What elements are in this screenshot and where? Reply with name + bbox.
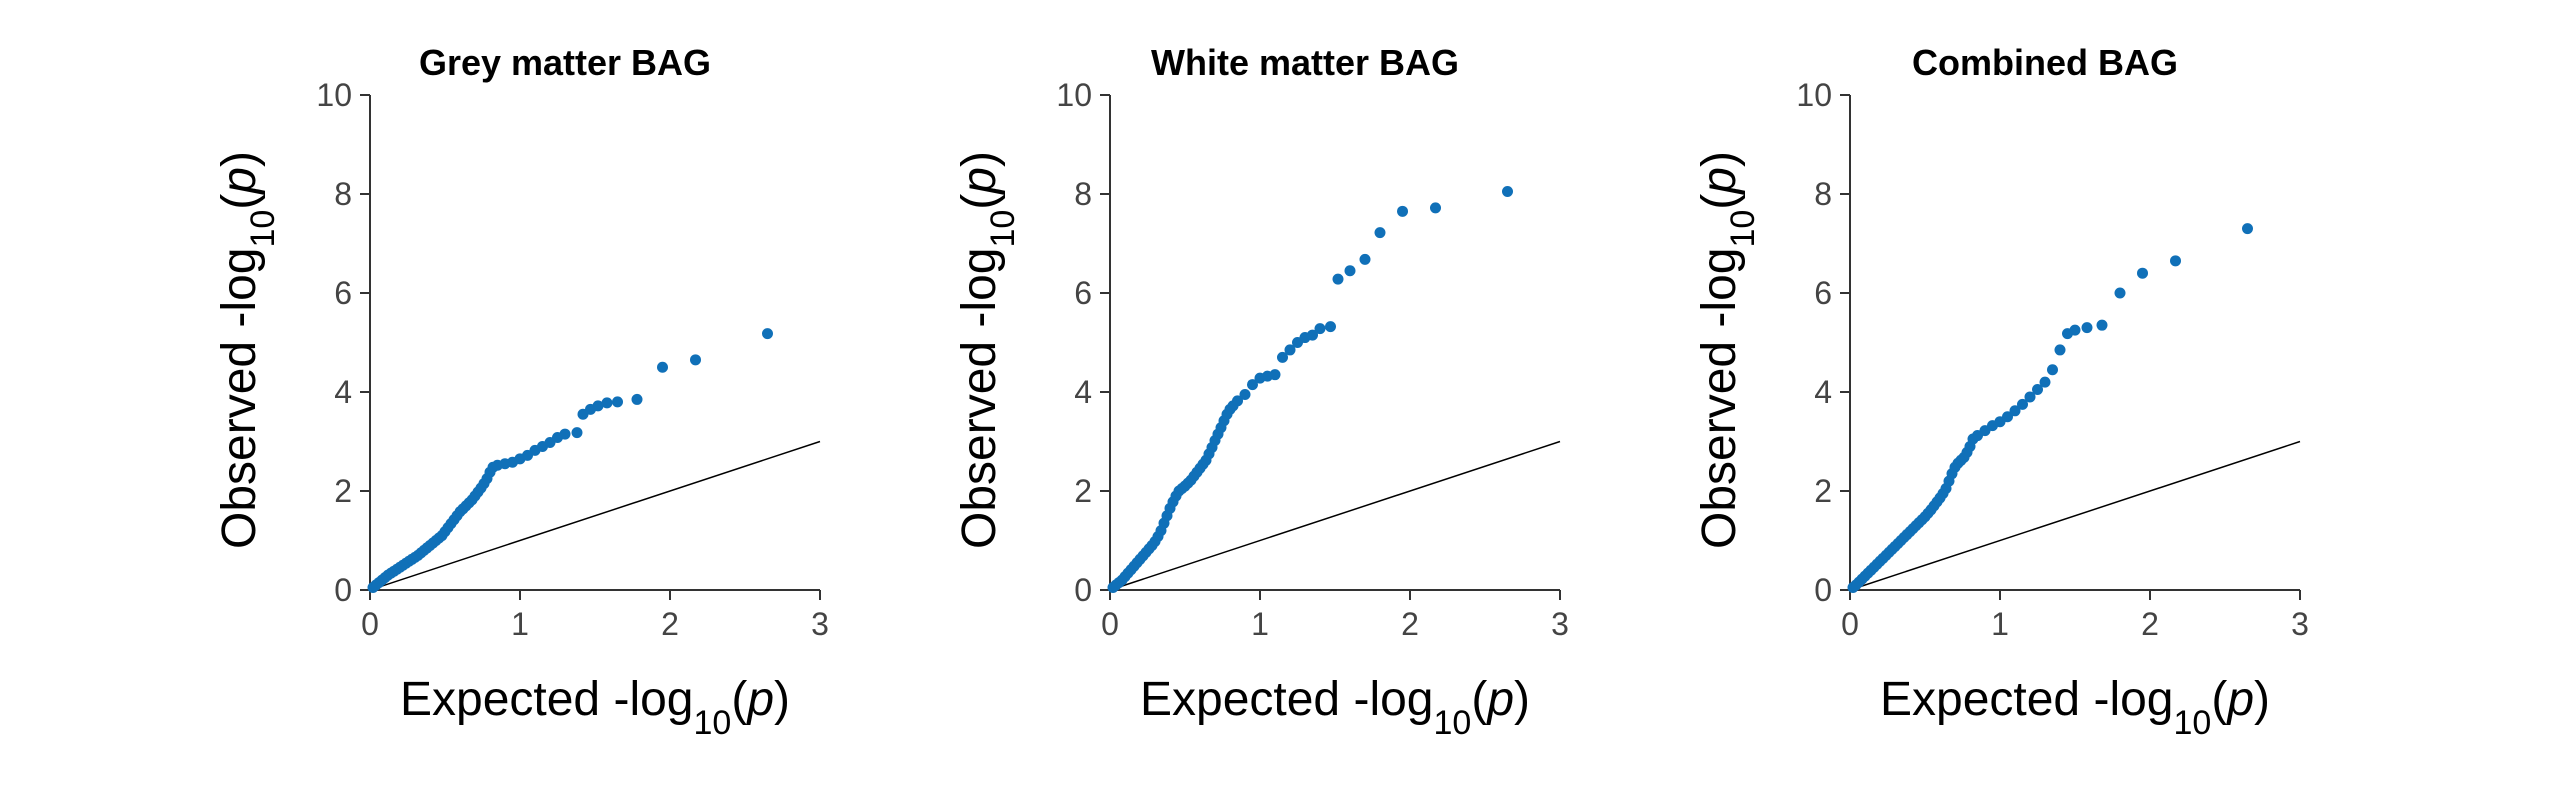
x-tick-label: 2 [2141, 606, 2159, 642]
data-point [1269, 369, 1281, 381]
x-tick-label: 1 [511, 606, 529, 642]
y-axis-label: Observed -log10(p) [213, 151, 282, 549]
data-point [1397, 205, 1408, 217]
panel-title: White matter BAG [1151, 42, 1459, 83]
data-point [1232, 395, 1243, 407]
data-point [559, 428, 571, 440]
y-tick-label: 10 [1796, 77, 1832, 113]
qq-panel-3: Combined BAG 0 2 4 6 8 10 0 1 2 3 Expected -log10(p… [1693, 42, 2309, 742]
data-point [1325, 321, 1336, 333]
panel-title: Combined BAG [1912, 42, 2178, 83]
data-point [2002, 411, 2013, 423]
data-point [1359, 253, 1371, 265]
y-tick-label: 0 [334, 572, 352, 608]
data-point [1307, 329, 1318, 341]
qq-panel-1: Grey matter BAG 0 2 4 6 8 10 0 1 2 3 Expected -log1… [213, 42, 829, 742]
data-point [1430, 202, 1441, 214]
data-point [1239, 388, 1251, 400]
reference-line [1849, 440, 2301, 591]
y-axis-label: Observed -log10(p) [953, 151, 1022, 549]
data-point [2242, 223, 2253, 235]
data-point [2032, 384, 2043, 396]
y-tick-label: 8 [1814, 176, 1832, 212]
data-point [2054, 344, 2066, 356]
x-axis-label: Expected -log10(p) [1880, 673, 2270, 742]
y-tick-label: 8 [334, 176, 352, 212]
data-point [2170, 255, 2181, 267]
y-tick-label: 10 [316, 77, 352, 113]
data-point [1247, 379, 1258, 391]
y-tick-label: 6 [1814, 275, 1832, 311]
x-axis-label: Expected -log10(p) [400, 673, 790, 742]
y-tick-label: 0 [1814, 572, 1832, 608]
y-tick-label: 4 [334, 374, 352, 410]
y-tick-label: 6 [334, 275, 352, 311]
data-point [2039, 376, 2051, 388]
data-point [762, 328, 773, 340]
data-point [2137, 267, 2148, 279]
y-axis-label: Observed -log10(p) [1693, 151, 1762, 549]
data-point [1277, 351, 1288, 363]
qq-panel-2: White matter BAG 0 2 4 6 8 10 0 1 2 3 Expected -log… [953, 42, 1569, 742]
y-tick-label: 4 [1814, 374, 1832, 410]
x-tick-label: 3 [2291, 606, 2309, 642]
y-tick-label: 6 [1074, 275, 1092, 311]
x-tick-label: 3 [811, 606, 829, 642]
x-tick-label: 0 [1841, 606, 1859, 642]
panel-title: Grey matter BAG [419, 42, 711, 83]
x-tick-label: 1 [1251, 606, 1269, 642]
x-axis-label: Expected -log10(p) [1140, 673, 1530, 742]
x-tick-label: 0 [361, 606, 379, 642]
data-point [601, 397, 613, 409]
data-point [2096, 319, 2108, 331]
x-tick-label: 2 [661, 606, 679, 642]
data-point [2081, 322, 2093, 334]
x-tick-label: 1 [1991, 606, 2009, 642]
y-tick-label: 4 [1074, 374, 1092, 410]
data-point [571, 427, 583, 439]
reference-line [369, 440, 821, 591]
y-tick-label: 10 [1056, 77, 1092, 113]
data-point [1332, 273, 1344, 285]
data-point [631, 393, 643, 405]
data-point [2047, 364, 2058, 376]
data-point [1374, 227, 1386, 239]
y-tick-label: 8 [1074, 176, 1092, 212]
reference-line [1109, 440, 1561, 591]
x-tick-label: 0 [1101, 606, 1119, 642]
y-tick-label: 2 [334, 473, 352, 509]
data-point [690, 354, 701, 366]
data-point [1502, 186, 1513, 198]
y-tick-label: 0 [1074, 572, 1092, 608]
data-point [657, 361, 668, 373]
y-tick-label: 2 [1074, 473, 1092, 509]
x-tick-label: 3 [1551, 606, 1569, 642]
data-point [1344, 265, 1356, 277]
data-point [1284, 344, 1296, 356]
data-point [612, 396, 623, 408]
data-point [1314, 323, 1326, 335]
data-point [592, 400, 604, 412]
data-point [2017, 398, 2028, 410]
data-point [2009, 405, 2021, 417]
data-point [2069, 324, 2081, 336]
x-tick-label: 2 [1401, 606, 1419, 642]
data-point [2114, 287, 2126, 299]
data-point [2024, 391, 2036, 403]
y-tick-label: 2 [1814, 473, 1832, 509]
